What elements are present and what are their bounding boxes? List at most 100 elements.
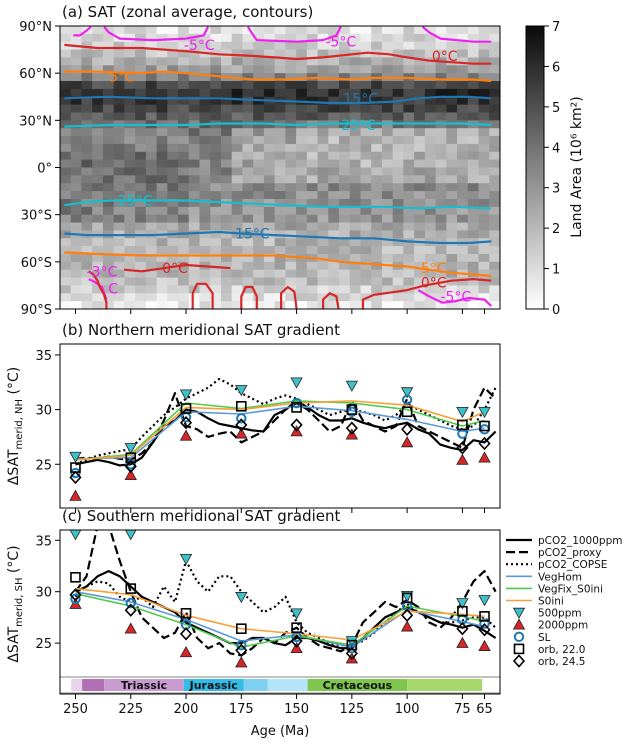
heatmap-cell (360, 261, 372, 271)
heatmap-cell (371, 57, 383, 66)
heatmap-cell (92, 104, 104, 114)
heatmap-cell (467, 143, 480, 153)
heatmap-cell (92, 49, 104, 59)
heatmap-cell (124, 151, 136, 161)
contour-line (322, 292, 340, 309)
panel-c-frame (59, 529, 501, 695)
heatmap-cell (81, 143, 93, 153)
heatmap-cell (349, 128, 362, 137)
heatmap-cell (113, 246, 125, 255)
heatmap-cell (285, 57, 297, 66)
heatmap-cell (178, 277, 190, 287)
heatmap-cell (478, 151, 490, 161)
heatmap-cell (489, 26, 500, 35)
heatmap-cell (210, 230, 222, 239)
heatmap-cell (339, 198, 351, 208)
heatmap-cell (102, 301, 115, 309)
heatmap-cell (145, 143, 158, 153)
heatmap-cell (199, 151, 211, 161)
heatmap-cell (92, 214, 104, 224)
heatmap-cell (403, 183, 415, 192)
heatmap-cell (414, 88, 426, 98)
heatmap-cell (489, 183, 500, 192)
heatmap-cell (210, 269, 222, 279)
heatmap-cell (70, 151, 83, 161)
heatmap-cell (457, 206, 469, 216)
data-point (291, 402, 302, 413)
heatmap-cell (371, 293, 383, 302)
heatmap-cell (328, 293, 340, 302)
heatmap-cell (178, 301, 190, 309)
heatmap-cell (70, 285, 83, 294)
heatmap-cell (435, 112, 447, 121)
data-point (478, 406, 491, 419)
heatmap-cell (424, 65, 437, 74)
heatmap-cell (178, 198, 190, 208)
heatmap-cell (306, 65, 319, 74)
heatmap-cell (156, 277, 168, 287)
heatmap-cell (92, 301, 104, 309)
heatmap-cell (467, 41, 480, 51)
heatmap-cell (274, 81, 286, 90)
heatmap-cell (231, 261, 244, 271)
heatmap-cell (478, 26, 490, 35)
heatmap-cell (339, 96, 351, 106)
heatmap-cell (392, 33, 405, 43)
heatmap-cell (349, 41, 362, 51)
heatmap-cell (435, 81, 447, 90)
contour-label: 15°C (343, 91, 378, 107)
heatmap-cell (371, 261, 383, 271)
heatmap-cell (489, 81, 500, 90)
heatmap-cell (414, 26, 426, 35)
panel-c-markers (69, 530, 491, 668)
heatmap-cell (339, 81, 351, 90)
heatmap-cell (296, 33, 308, 43)
panel-c: (c) Southern meridional SAT gradient Tri… (6, 507, 622, 739)
heatmap-cell (446, 73, 458, 82)
heatmap-cell (424, 143, 437, 153)
contour-label: 5°C (109, 69, 135, 85)
heatmap-cell (210, 301, 222, 309)
heatmap-cell (360, 277, 372, 287)
heatmap-cell (457, 65, 469, 74)
heatmap-cell (296, 41, 308, 51)
heatmap-cell (178, 222, 190, 231)
heatmap-cell (446, 253, 458, 263)
heatmap-cell (424, 73, 437, 82)
heatmap-cell (102, 81, 115, 90)
heatmap-cell (210, 238, 222, 247)
heatmap-cell (435, 285, 447, 294)
contour-line (103, 26, 210, 42)
heatmap-cell (60, 191, 72, 200)
heatmap-cell (113, 222, 125, 231)
heatmap-cell (188, 246, 201, 255)
contour-line (246, 26, 342, 43)
heatmap-cell (478, 33, 490, 43)
heatmap-cell (92, 57, 104, 66)
data-point (69, 489, 82, 501)
heatmap-cell (135, 112, 147, 121)
heatmap-cell (371, 159, 383, 169)
heatmap-cell (339, 33, 351, 43)
heatmap-cell (392, 136, 405, 145)
panel-a: (a) SAT (zonal average, contours) -5°C -5… (19, 3, 585, 318)
heatmap-cell (113, 238, 125, 247)
heatmap-cell (403, 65, 415, 74)
heatmap-cell (210, 214, 222, 224)
contour-line (73, 26, 92, 37)
heatmap-cell (467, 112, 480, 121)
heatmap-cell (274, 183, 286, 192)
heatmap-cell (317, 143, 329, 153)
heatmap-cell (156, 167, 168, 176)
heatmap-cell (392, 49, 405, 59)
panel-b-frame (59, 343, 501, 509)
heatmap-cell (489, 143, 500, 153)
series-line (75, 377, 497, 466)
heatmap-cell (328, 81, 340, 90)
heatmap-cell (145, 104, 158, 114)
heatmap-cell (424, 253, 437, 263)
heatmap-cell (371, 143, 383, 153)
heatmap-cell (70, 136, 83, 145)
heatmap-cell (489, 246, 500, 255)
